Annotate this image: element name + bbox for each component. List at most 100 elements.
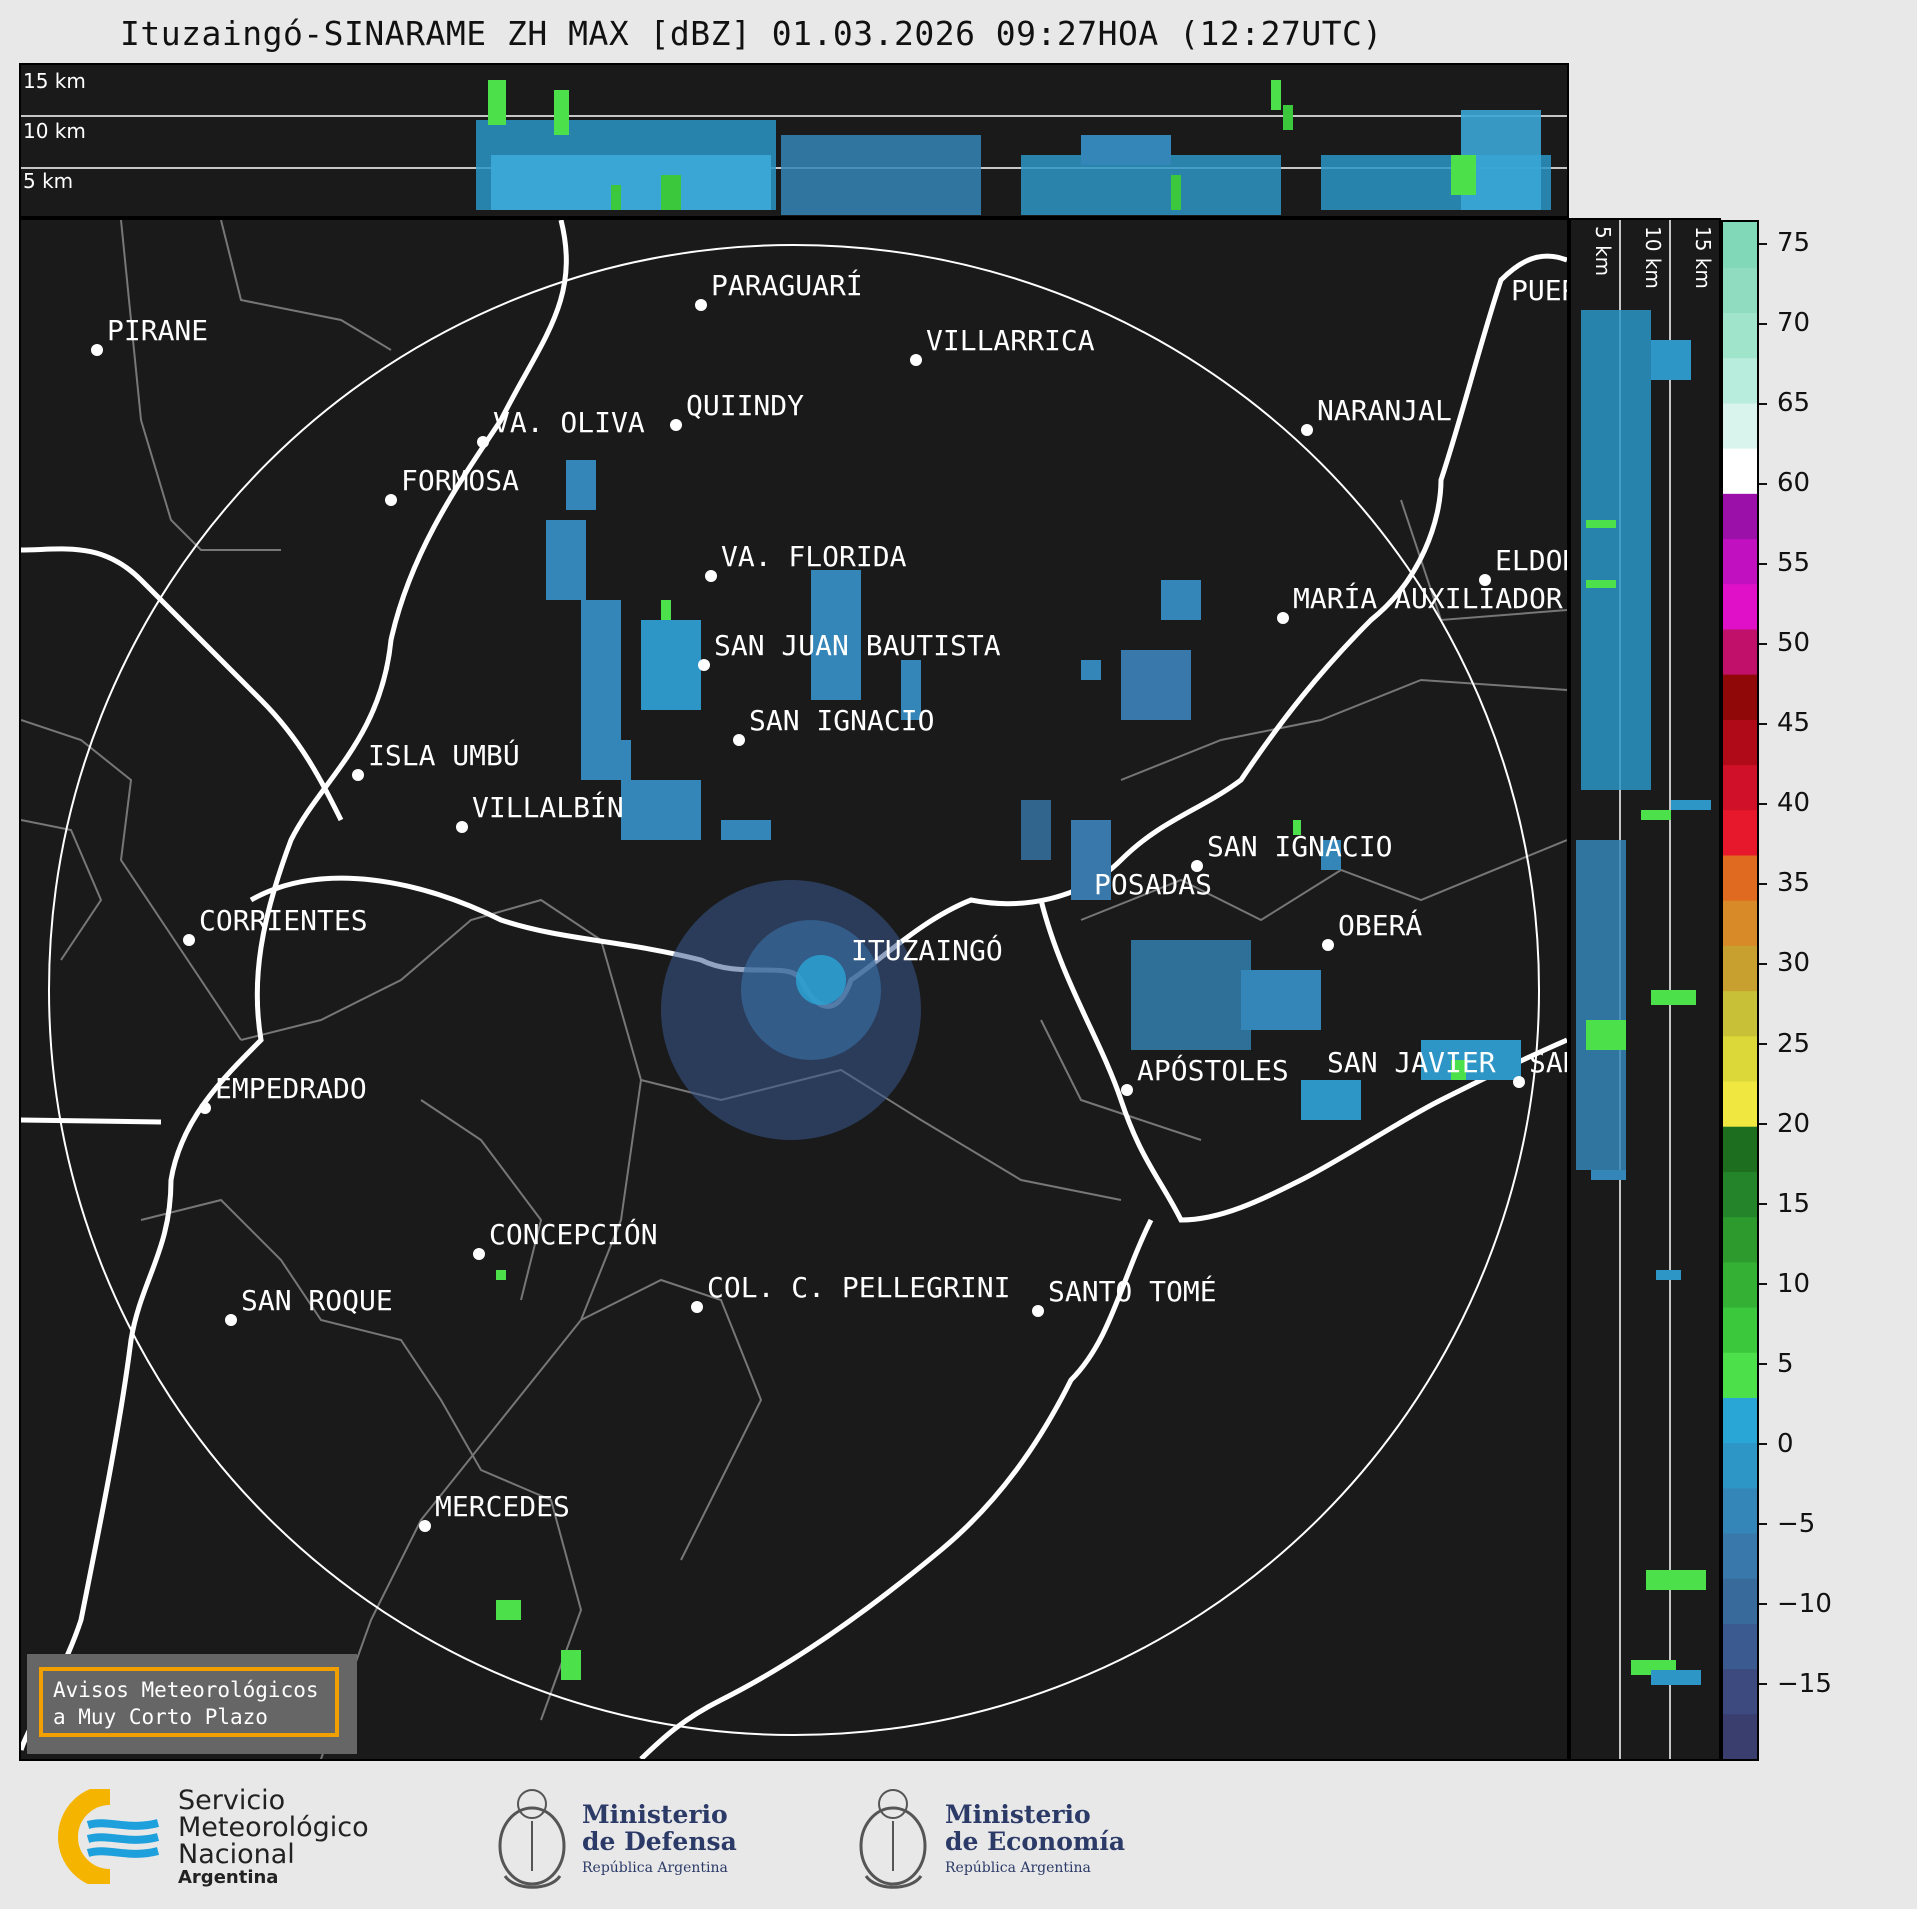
city-ituzaingo[interactable]: ITUZAINGÓ xyxy=(851,933,1003,967)
colorbar-segment xyxy=(1723,628,1757,675)
svg-text:EMPEDRADO: EMPEDRADO xyxy=(215,1072,367,1105)
colorbar-segment xyxy=(1723,1035,1757,1082)
warning-line-1: Avisos Meteorológicos xyxy=(53,1678,319,1702)
colorbar-tick-label: 30 xyxy=(1759,948,1810,978)
svg-text:ISLA UMBÚ: ISLA UMBÚ xyxy=(368,738,520,772)
svg-text:MERCEDES: MERCEDES xyxy=(435,1490,570,1523)
city-pirane[interactable]: PIRANE xyxy=(91,314,208,356)
colorbar-tick-label: −15 xyxy=(1759,1669,1832,1699)
warning-button[interactable]: Avisos Meteorológicos a Muy Corto Plazo xyxy=(39,1667,339,1737)
city-formosa[interactable]: FORMOSA xyxy=(385,464,519,506)
svg-text:PUER: PUER xyxy=(1511,274,1567,307)
side-height-label-10: 10 km xyxy=(1641,226,1665,289)
colorbar-segment xyxy=(1723,1397,1757,1444)
city-villalbin[interactable]: VILLALBÍN xyxy=(456,790,624,833)
colorbar-tick-label: 25 xyxy=(1759,1029,1810,1059)
top-height-label-15: 15 km xyxy=(23,69,86,93)
city-eldor[interactable]: ELDOR xyxy=(1479,544,1567,586)
side-height-profile: 5 km 10 km 15 km xyxy=(1569,218,1721,1761)
svg-text:FORMOSA: FORMOSA xyxy=(401,464,519,497)
svg-text:PARAGUARÍ: PARAGUARÍ xyxy=(711,268,863,302)
defensa-logo-text: Ministerio de Defensa República Argentin… xyxy=(582,1800,737,1876)
colorbar-segment xyxy=(1723,1532,1757,1579)
colorbar-segment xyxy=(1723,493,1757,540)
colorbar-segment xyxy=(1723,1352,1757,1398)
colorbar-segment xyxy=(1723,674,1757,720)
city-obera[interactable]: OBERÁ xyxy=(1322,908,1422,951)
colorbar-segment xyxy=(1723,764,1757,811)
range-ring xyxy=(48,244,1540,1736)
city-san-ignacio-ar[interactable]: SAN IGNACIO xyxy=(1191,830,1392,872)
city-mercedes[interactable]: MERCEDES xyxy=(419,1490,570,1532)
colorbar-segment xyxy=(1723,402,1757,449)
city-empedrado[interactable]: EMPEDRADO xyxy=(199,1072,367,1114)
footer: Servicio Meteorológico Nacional Argentin… xyxy=(0,1761,1917,1909)
city-san-roque[interactable]: SAN ROQUE xyxy=(225,1284,393,1326)
top-height-profile: 15 km 10 km 5 km xyxy=(19,63,1569,218)
svg-text:OBERÁ: OBERÁ xyxy=(1338,908,1422,942)
warning-box[interactable]: Avisos Meteorológicos a Muy Corto Plazo xyxy=(27,1654,357,1754)
colorbar-segment xyxy=(1723,1261,1757,1308)
colorbar-segment xyxy=(1723,809,1757,856)
colorbar-ticks: 75 70 65 60 55 50 45 40 35 30 25 20 15 10 5 0 −5 −10 −15 xyxy=(1759,220,1879,1761)
top-height-label-10: 10 km xyxy=(23,119,86,143)
colorbar-segment xyxy=(1723,222,1757,268)
defensa-shield-icon xyxy=(495,1776,570,1901)
top-profile-echoes xyxy=(476,80,1551,215)
city-maria-auxiliadora[interactable]: MARÍA AUXILIADOR xyxy=(1277,581,1563,624)
colorbar-tick-label: 60 xyxy=(1759,468,1810,498)
city-san-juan-bautista[interactable]: SAN JUAN BAUTISTA xyxy=(698,629,1001,671)
city-quiindy[interactable]: QUIINDY xyxy=(670,389,804,431)
city-apostoles[interactable]: APÓSTOLES xyxy=(1121,1053,1289,1096)
colorbar-segment xyxy=(1723,854,1757,901)
svg-text:VILLALBÍN: VILLALBÍN xyxy=(472,790,624,824)
city-villarrica[interactable]: VILLARRICA xyxy=(910,324,1095,366)
colorbar-segment xyxy=(1723,538,1757,585)
colorbar-segment xyxy=(1723,945,1757,992)
city-col-c-pellegrini[interactable]: COL. C. PELLEGRINI xyxy=(691,1271,1010,1313)
side-height-label-15: 15 km xyxy=(1691,226,1715,289)
colorbar-tick-label: 45 xyxy=(1759,708,1810,738)
svg-text:MARÍA AUXILIADOR: MARÍA AUXILIADOR xyxy=(1293,581,1563,615)
svg-text:APÓSTOLES: APÓSTOLES xyxy=(1137,1053,1289,1087)
city-puer[interactable]: PUER xyxy=(1511,274,1567,307)
svg-text:CONCEPCIÓN: CONCEPCIÓN xyxy=(489,1217,658,1251)
colorbar-segment xyxy=(1723,357,1757,404)
city-isla-umbu[interactable]: ISLA UMBÚ xyxy=(352,738,520,781)
colorbar-segment xyxy=(1723,1578,1757,1624)
colorbar-tick-label: −5 xyxy=(1759,1509,1815,1539)
svg-text:ELDOR: ELDOR xyxy=(1495,544,1567,577)
city-paraguari[interactable]: PARAGUARÍ xyxy=(695,268,863,311)
colorbar-tick-label: 15 xyxy=(1759,1189,1810,1219)
smn-logo-text: Servicio Meteorológico Nacional Argentin… xyxy=(178,1785,369,1888)
svg-text:COL. C. PELLEGRINI: COL. C. PELLEGRINI xyxy=(707,1271,1010,1304)
city-va-oliva[interactable]: VA. OLIVA xyxy=(477,406,645,448)
side-profile-echoes xyxy=(1576,310,1711,1685)
svg-text:PIRANE: PIRANE xyxy=(107,314,208,347)
radar-map[interactable]: PIRANE PARAGUARÍ VILLARRICA QUIINDY VA. … xyxy=(19,218,1569,1761)
city-corrientes[interactable]: CORRIENTES xyxy=(183,904,368,946)
city-santo-tome[interactable]: SANTO TOMÉ xyxy=(1032,1274,1217,1317)
city-posadas[interactable]: POSADAS xyxy=(1094,868,1212,901)
chart-title: Ituzaingó-SINARAME ZH MAX [dBZ] 01.03.20… xyxy=(120,14,1383,53)
svg-text:NARANJAL: NARANJAL xyxy=(1317,394,1452,427)
city-naranjal[interactable]: NARANJAL xyxy=(1301,394,1452,436)
city-san-ignacio-py[interactable]: SAN IGNACIO xyxy=(733,704,934,746)
city-san[interactable]: SAN xyxy=(1513,1046,1567,1088)
svg-text:SANTO TOMÉ: SANTO TOMÉ xyxy=(1048,1274,1217,1308)
svg-text:CORRIENTES: CORRIENTES xyxy=(199,904,368,937)
svg-text:SAN: SAN xyxy=(1529,1046,1567,1079)
colorbar-tick-label: −10 xyxy=(1759,1589,1832,1619)
colorbar-segment xyxy=(1723,900,1757,946)
colorbar-segment xyxy=(1723,990,1757,1037)
colorbar-tick-label: 5 xyxy=(1759,1349,1794,1379)
colorbar-segment xyxy=(1723,267,1757,314)
city-san-javier[interactable]: SAN JAVIER xyxy=(1327,1046,1496,1079)
colorbar-segment xyxy=(1723,1171,1757,1218)
city-va-florida[interactable]: VA. FLORIDA xyxy=(705,540,907,582)
colorbar xyxy=(1721,220,1759,1761)
top-height-label-5: 5 km xyxy=(23,169,73,193)
city-concepcion[interactable]: CONCEPCIÓN xyxy=(473,1217,658,1260)
colorbar-tick-label: 0 xyxy=(1759,1429,1794,1459)
svg-text:SAN JAVIER: SAN JAVIER xyxy=(1327,1046,1496,1079)
